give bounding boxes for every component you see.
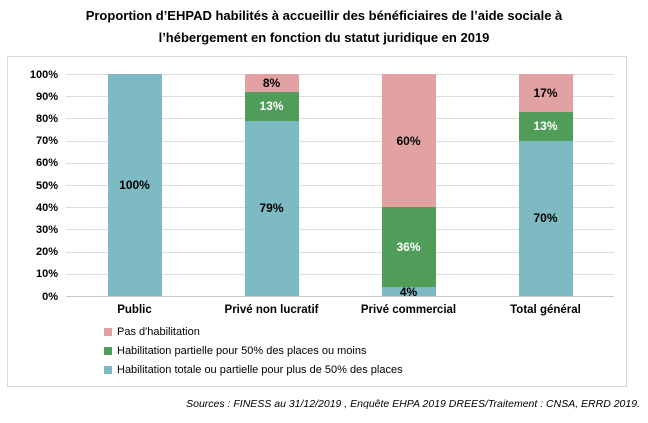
legend-label: Habilitation partielle pour 50% des plac… bbox=[117, 344, 367, 357]
y-tick-label: 100% bbox=[29, 68, 58, 81]
y-tick-label: 40% bbox=[35, 201, 58, 214]
gridline bbox=[66, 96, 614, 98]
bar-value-label: 8% bbox=[262, 75, 281, 90]
bar-prive-commercial: 4% 36% 60% bbox=[381, 74, 436, 299]
legend-color-swatch bbox=[104, 327, 112, 336]
y-tick-label: 30% bbox=[35, 223, 58, 236]
gridline bbox=[66, 273, 614, 275]
gridline bbox=[66, 118, 614, 120]
y-tick-label: 10% bbox=[35, 268, 58, 281]
gridline bbox=[66, 207, 614, 209]
bar-total-general: 70% 13% 17% bbox=[518, 74, 573, 296]
y-tick-label: 90% bbox=[35, 90, 58, 103]
bar-value-label: 17% bbox=[533, 85, 558, 100]
bar-value-label: 79% bbox=[259, 201, 284, 216]
legend-label: Pas d'habilitation bbox=[117, 325, 200, 338]
bar-value-label: 13% bbox=[259, 99, 284, 114]
bar-value-label: 60% bbox=[396, 133, 421, 148]
bar-public: 100% bbox=[107, 74, 162, 296]
legend-item-habilitation-partielle-pour-50-des-places-ou-moins: Habilitation partielle pour 50% des plac… bbox=[104, 341, 403, 360]
y-tick-label: 50% bbox=[35, 179, 58, 192]
bar-segment-prive-non-lucratif: 8% bbox=[244, 74, 299, 92]
bar-segment-prive-commercial: 60% bbox=[381, 74, 436, 208]
legend: Pas d'habilitation Habilitation partielle… bbox=[104, 322, 403, 379]
x-axis-label-prive-non-lucratif: Privé non lucratif bbox=[224, 304, 319, 316]
legend-item-pas-d-habilitation: Pas d'habilitation bbox=[104, 322, 403, 341]
y-tick-label: 20% bbox=[35, 246, 58, 259]
bar-segment-total-general: 13% bbox=[518, 111, 573, 141]
gridline bbox=[66, 296, 614, 297]
y-tick-label: 0% bbox=[42, 290, 58, 303]
legend-color-swatch bbox=[104, 365, 112, 374]
bar-value-label: 100% bbox=[119, 178, 150, 192]
bar-segment-prive-commercial: 36% bbox=[381, 207, 436, 288]
chart-frame: 0% 10% 20% 30% 40% 50% 60% 70% 80% 90% 100% 100% Pub… bbox=[7, 56, 627, 387]
gridline bbox=[66, 162, 614, 164]
chart-title: Proportion d’EHPAD habilités à accueilli… bbox=[0, 5, 648, 49]
y-tick-label: 60% bbox=[35, 157, 58, 170]
x-axis-label-public: Public bbox=[117, 304, 152, 316]
bar-segment-prive-non-lucratif: 79% bbox=[244, 120, 299, 296]
legend-color-swatch bbox=[104, 346, 112, 355]
chart-title-line-2: l’hébergement en fonction du statut juri… bbox=[158, 30, 490, 45]
bar-prive-non-lucratif: 79% 13% 8% bbox=[244, 74, 299, 296]
bar-value-label: 70% bbox=[533, 211, 558, 226]
bar-value-label: 4% bbox=[399, 284, 418, 299]
bar-segment-total-general: 17% bbox=[518, 74, 573, 112]
bar-value-label: 36% bbox=[396, 240, 421, 255]
gridline bbox=[66, 74, 614, 75]
y-tick-label: 80% bbox=[35, 112, 58, 125]
source-note: Sources : FINESS au 31/12/2019 , Enquête… bbox=[186, 398, 640, 410]
bar-segment-total-general: 70% bbox=[518, 140, 573, 296]
bar-segment-public: 100% bbox=[107, 74, 162, 296]
legend-label: Habilitation totale ou partielle pour pl… bbox=[117, 363, 403, 376]
gridline bbox=[66, 140, 614, 142]
legend-item-habilitation-totale-ou-partielle-pour-plus-de-50-des-places: Habilitation totale ou partielle pour pl… bbox=[104, 360, 403, 379]
gridline bbox=[66, 229, 614, 231]
y-tick-label: 70% bbox=[35, 135, 58, 148]
chart-title-line-1: Proportion d’EHPAD habilités à accueilli… bbox=[85, 8, 563, 23]
gridline bbox=[66, 251, 614, 253]
x-axis-label-total-general: Total général bbox=[510, 304, 581, 316]
gridline bbox=[66, 185, 614, 186]
bar-value-label: 13% bbox=[533, 119, 558, 134]
x-axis-label-prive-commercial: Privé commercial bbox=[360, 304, 457, 316]
bar-segment-prive-non-lucratif: 13% bbox=[244, 91, 299, 121]
bar-segment-prive-commercial: 4% bbox=[381, 284, 436, 299]
